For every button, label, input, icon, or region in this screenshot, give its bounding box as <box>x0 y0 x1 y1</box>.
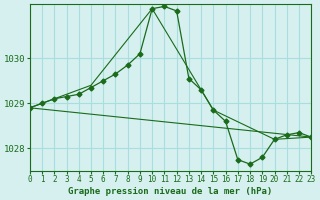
X-axis label: Graphe pression niveau de la mer (hPa): Graphe pression niveau de la mer (hPa) <box>68 187 273 196</box>
